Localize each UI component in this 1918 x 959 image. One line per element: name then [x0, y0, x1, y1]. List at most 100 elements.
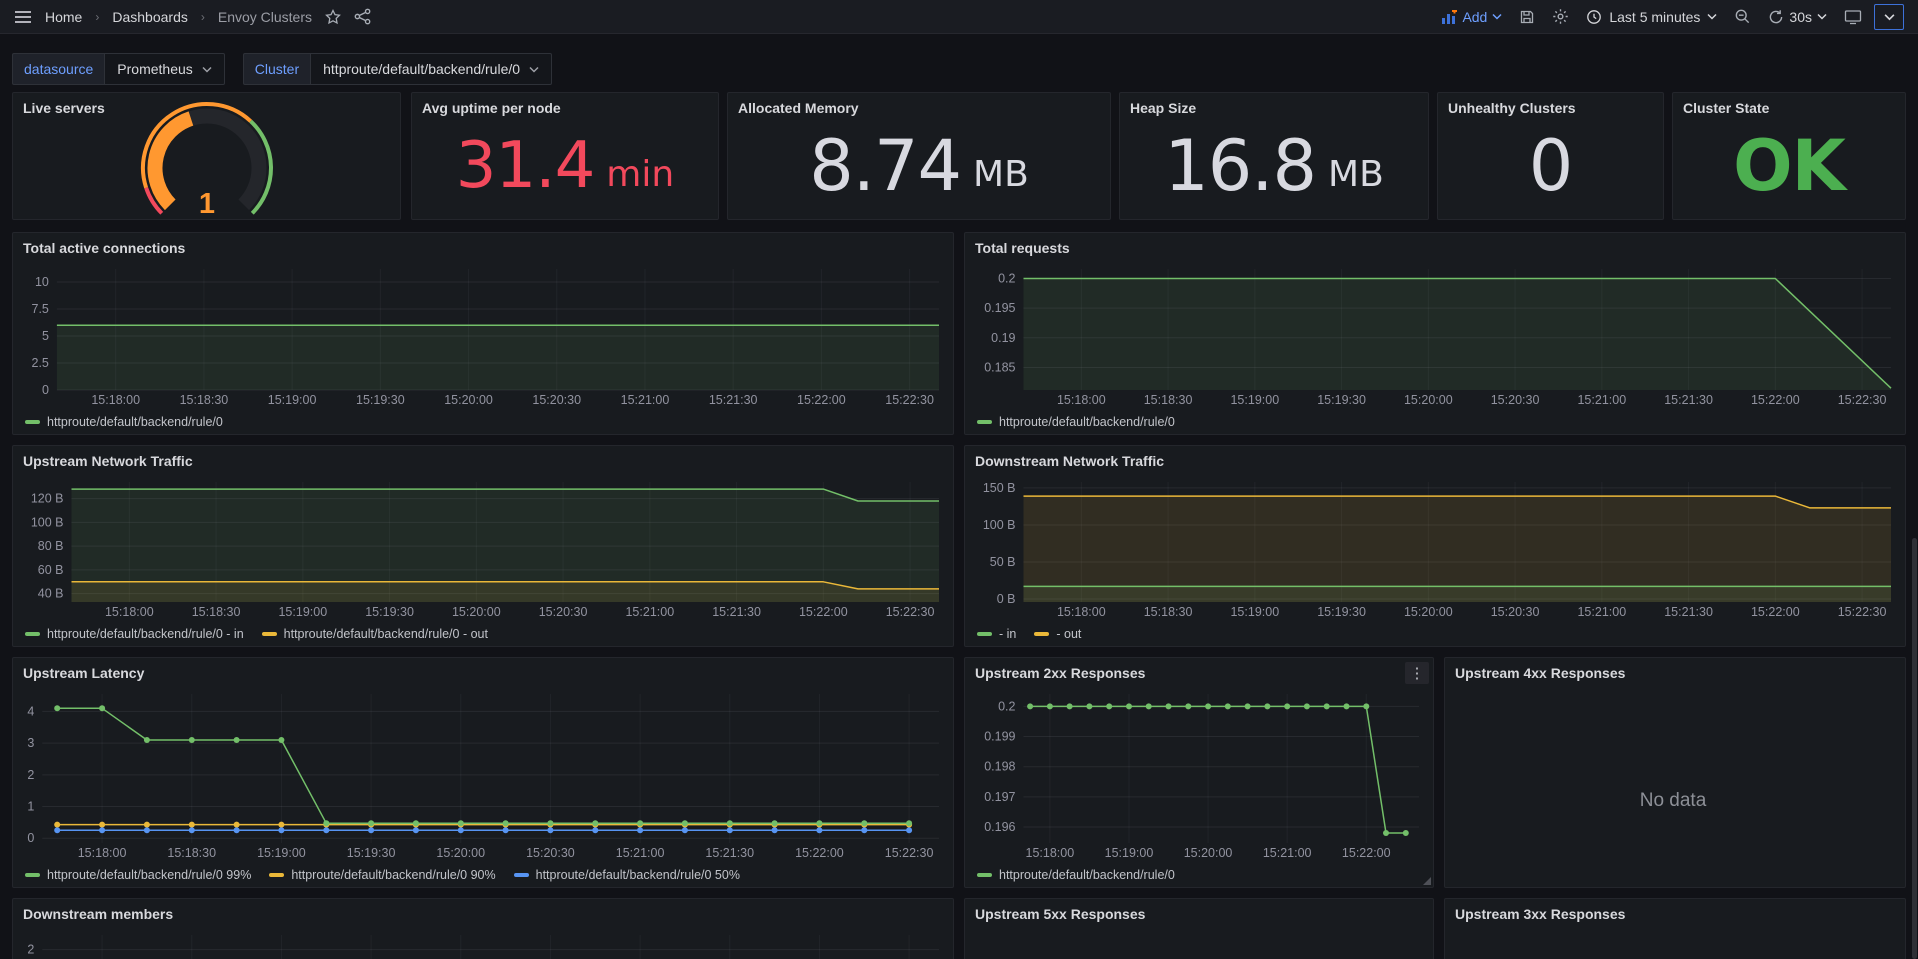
- panel-title[interactable]: Upstream 4xx Responses: [1445, 658, 1905, 686]
- chart-canvas[interactable]: 15:18:0015:18:3015:19:0015:19:3015:20:00…: [17, 686, 945, 861]
- chart-plot[interactable]: 15:18:0015:18:3015:19:0015:19:3015:20:00…: [969, 474, 1897, 620]
- legend-item[interactable]: httproute/default/backend/rule/0: [977, 868, 1175, 882]
- svg-text:15:18:30: 15:18:30: [192, 605, 241, 619]
- chart-plot[interactable]: 15:18:0015:18:3015:19:0015:19:3015:20:00…: [17, 261, 945, 408]
- svg-text:15:22:00: 15:22:00: [1751, 605, 1800, 619]
- series-point: [54, 827, 60, 833]
- panel-upstream-network-traffic: Upstream Network Traffic 15:18:0015:18:3…: [12, 445, 954, 647]
- panel-title[interactable]: Total requests: [965, 233, 1905, 261]
- series-point: [682, 820, 688, 826]
- dashboard-settings-gear-icon[interactable]: [1552, 8, 1569, 25]
- save-dashboard-icon[interactable]: [1519, 9, 1535, 25]
- legend-item[interactable]: httproute/default/backend/rule/0 - out: [262, 627, 488, 641]
- series-area: [72, 582, 940, 602]
- cluster-variable-value[interactable]: httproute/default/backend/rule/0: [310, 53, 552, 85]
- legend-item[interactable]: httproute/default/backend/rule/0: [25, 415, 223, 429]
- panel-resize-handle[interactable]: [1423, 877, 1431, 885]
- tv-mode-icon[interactable]: [1844, 9, 1862, 25]
- chart-plot[interactable]: 15:18:0015:18:3015:19:0015:19:3015:20:00…: [17, 686, 945, 861]
- svg-text:15:21:00: 15:21:00: [625, 605, 674, 619]
- favorite-star-icon[interactable]: [325, 9, 341, 25]
- hamburger-menu-icon[interactable]: [14, 10, 32, 24]
- legend-item[interactable]: httproute/default/backend/rule/0: [977, 415, 1175, 429]
- svg-text:15:21:00: 15:21:00: [1577, 393, 1626, 407]
- time-range-picker[interactable]: Last 5 minutes: [1586, 9, 1717, 25]
- series-point: [234, 827, 240, 833]
- page-scrollbar[interactable]: [1912, 538, 1917, 959]
- share-icon[interactable]: [354, 8, 371, 25]
- add-panel-button[interactable]: Add: [1442, 9, 1502, 25]
- chart-canvas[interactable]: 15:18:0015:18:3015:19:0015:19:3015:20:00…: [17, 474, 945, 620]
- svg-text:15:18:00: 15:18:00: [1057, 393, 1106, 407]
- panel-title[interactable]: Upstream 2xx Responses: [965, 658, 1433, 686]
- zoom-out-time-icon[interactable]: [1734, 8, 1751, 25]
- chart-canvas[interactable]: 15:18:0015:19:0015:20:0015:21:0015:22:00…: [969, 686, 1425, 861]
- series-point: [1166, 703, 1172, 709]
- svg-text:0.198: 0.198: [984, 760, 1015, 774]
- series-point: [1126, 703, 1132, 709]
- panel-title[interactable]: Downstream members: [13, 899, 953, 927]
- svg-text:0.2: 0.2: [998, 699, 1015, 713]
- series-point: [1363, 703, 1369, 709]
- legend-item[interactable]: httproute/default/backend/rule/0 99%: [25, 868, 251, 882]
- svg-text:15:21:30: 15:21:30: [1664, 393, 1713, 407]
- panel-title[interactable]: Downstream Network Traffic: [965, 446, 1905, 474]
- chart-canvas[interactable]: 2: [17, 927, 945, 959]
- svg-text:15:18:30: 15:18:30: [1144, 393, 1193, 407]
- svg-text:15:20:00: 15:20:00: [452, 605, 501, 619]
- dashboard-options-chevron-button[interactable]: [1874, 4, 1904, 30]
- series-point: [1264, 703, 1270, 709]
- chart-canvas[interactable]: 15:18:0015:18:3015:19:0015:19:3015:20:00…: [969, 474, 1897, 620]
- series-point: [1383, 830, 1389, 836]
- datasource-variable-value[interactable]: Prometheus: [104, 53, 224, 85]
- chart-plot[interactable]: 15:18:0015:19:0015:20:0015:21:0015:22:00…: [969, 686, 1425, 861]
- legend-item[interactable]: httproute/default/backend/rule/0 90%: [269, 868, 495, 882]
- series-point: [234, 822, 240, 828]
- series-point: [727, 820, 733, 826]
- svg-text:15:21:00: 15:21:00: [616, 846, 665, 860]
- chart-canvas[interactable]: 15:18:0015:18:3015:19:0015:19:3015:20:00…: [17, 261, 945, 408]
- svg-text:15:20:00: 15:20:00: [444, 393, 493, 407]
- svg-text:15:21:30: 15:21:30: [712, 605, 761, 619]
- svg-text:0.195: 0.195: [984, 301, 1015, 315]
- svg-text:100 B: 100 B: [983, 518, 1016, 532]
- svg-text:15:19:30: 15:19:30: [1317, 605, 1366, 619]
- refresh-picker[interactable]: 30s: [1768, 9, 1827, 25]
- breadcrumb-dashboards[interactable]: Dashboards: [112, 9, 188, 25]
- chart-canvas[interactable]: 15:18:0015:18:3015:19:0015:19:3015:20:00…: [969, 261, 1897, 408]
- legend-item[interactable]: - in: [977, 627, 1016, 641]
- panel-title[interactable]: Total active connections: [13, 233, 953, 261]
- svg-text:80 B: 80 B: [38, 539, 64, 553]
- svg-text:0.196: 0.196: [984, 820, 1015, 834]
- breadcrumb-current-dashboard[interactable]: Envoy Clusters: [218, 9, 312, 25]
- panel-upstream-latency: Upstream Latency 15:18:0015:18:3015:19:0…: [12, 657, 954, 888]
- series-point: [144, 822, 150, 828]
- panel-menu-kebab-icon[interactable]: ⋮: [1405, 662, 1429, 684]
- svg-text:15:20:30: 15:20:30: [1491, 393, 1540, 407]
- panel-title[interactable]: Upstream Latency: [13, 658, 953, 686]
- chart-plot[interactable]: 2: [17, 927, 945, 959]
- svg-text:15:19:00: 15:19:00: [1230, 605, 1279, 619]
- series-point: [1146, 703, 1152, 709]
- legend-item[interactable]: httproute/default/backend/rule/0 50%: [514, 868, 740, 882]
- svg-text:3: 3: [27, 736, 34, 750]
- svg-text:10: 10: [35, 275, 49, 289]
- chart-legend: httproute/default/backend/rule/0: [25, 415, 223, 429]
- svg-text:15:20:30: 15:20:30: [526, 846, 575, 860]
- legend-item[interactable]: - out: [1034, 627, 1081, 641]
- svg-text:15:18:00: 15:18:00: [1057, 605, 1106, 619]
- svg-text:0 B: 0 B: [997, 592, 1016, 606]
- chart-plot[interactable]: 15:18:0015:18:3015:19:0015:19:3015:20:00…: [17, 474, 945, 620]
- svg-text:2.5: 2.5: [32, 356, 49, 370]
- svg-text:120 B: 120 B: [31, 492, 64, 506]
- breadcrumb-home[interactable]: Home: [45, 9, 82, 25]
- chevron-down-icon: [202, 66, 212, 73]
- series-point: [458, 820, 464, 826]
- svg-text:15:20:00: 15:20:00: [1404, 393, 1453, 407]
- legend-item[interactable]: httproute/default/backend/rule/0 - in: [25, 627, 244, 641]
- svg-text:15:19:30: 15:19:30: [356, 393, 405, 407]
- panel-title[interactable]: Upstream 3xx Responses: [1445, 899, 1905, 927]
- panel-title[interactable]: Upstream 5xx Responses: [965, 899, 1433, 927]
- chart-plot[interactable]: 15:18:0015:18:3015:19:0015:19:3015:20:00…: [969, 261, 1897, 408]
- panel-title[interactable]: Upstream Network Traffic: [13, 446, 953, 474]
